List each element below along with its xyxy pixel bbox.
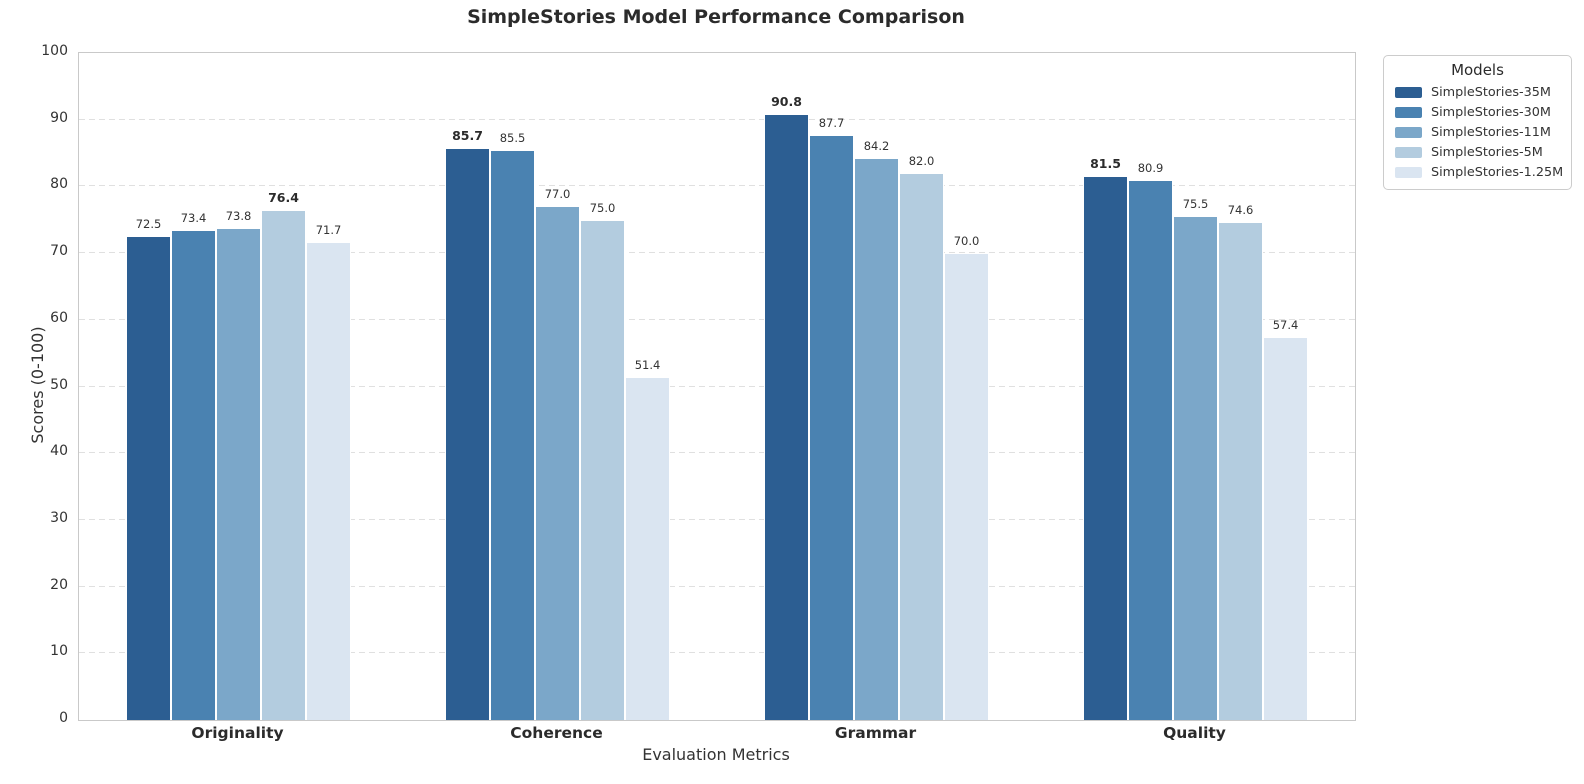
bar (261, 210, 306, 720)
bar-value-label: 75.0 (589, 200, 616, 215)
legend-item: SimpleStories-30M (1384, 102, 1571, 122)
bar-value-label: 87.7 (818, 116, 845, 131)
legend-item: SimpleStories-5M (1384, 142, 1571, 162)
bar (171, 230, 216, 720)
bar-value-label: 72.5 (135, 217, 162, 232)
y-tick-label: 20 (50, 576, 68, 593)
bar (899, 173, 944, 720)
gridline (79, 318, 1355, 320)
x-category-label: Grammar (834, 724, 917, 742)
y-tick-label: 100 (41, 43, 68, 59)
bar (126, 236, 171, 720)
bar (490, 149, 535, 720)
gridline (79, 252, 1355, 254)
bar (1263, 337, 1308, 720)
plot-area: 72.5 73.4 73.8 76.4 71.7 85.7 85.5 77.0 75.0 51.4… (78, 52, 1356, 721)
bar (535, 206, 580, 720)
bar (944, 253, 989, 720)
y-tick-label: 10 (50, 643, 68, 660)
bar-value-label: 82.0 (908, 154, 935, 169)
bar-value-label: 74.6 (1227, 203, 1254, 218)
legend-swatch-icon (1395, 126, 1422, 138)
bar (809, 135, 854, 720)
chart-title: SimpleStories Model Performance Comparis… (467, 6, 965, 28)
bar (306, 241, 351, 720)
bar-value-label: 76.4 (268, 190, 299, 206)
legend-item-label: SimpleStories-1.25M (1431, 164, 1564, 180)
bar (764, 114, 809, 720)
legend-item-label: SimpleStories-30M (1431, 104, 1551, 120)
legend: Models SimpleStories-35M SimpleStories-30… (1383, 55, 1572, 190)
bar (445, 148, 490, 720)
bar-value-label: 73.4 (180, 211, 207, 226)
legend-title: Models (1451, 61, 1504, 79)
bar (854, 158, 899, 720)
bar (1083, 176, 1128, 720)
bar-value-label: 73.8 (225, 208, 252, 223)
bar (1128, 180, 1173, 720)
legend-item: SimpleStories-1.25M (1384, 162, 1571, 182)
bar (580, 219, 625, 720)
y-tick-label: 50 (50, 376, 68, 393)
y-tick-label: 60 (50, 309, 68, 326)
x-category-label: Coherence (510, 724, 603, 742)
y-tick-label: 80 (50, 176, 68, 193)
bar-value-label: 81.5 (1090, 156, 1121, 172)
legend-item-label: SimpleStories-35M (1431, 84, 1551, 100)
x-axis-label: Evaluation Metrics (642, 745, 790, 764)
legend-swatch-icon (1395, 106, 1422, 118)
bar-value-label: 85.7 (452, 128, 483, 144)
bar-value-label: 85.5 (499, 130, 526, 145)
x-category-label: Quality (1163, 724, 1226, 742)
bar-value-label: 70.0 (953, 234, 980, 249)
bar-value-label: 57.4 (1272, 318, 1299, 333)
y-tick-label: 40 (50, 443, 68, 460)
bar-value-label: 71.7 (315, 222, 342, 237)
legend-swatch-icon (1395, 166, 1422, 178)
bar (1173, 216, 1218, 720)
gridline (79, 385, 1355, 387)
bar-value-label: 75.5 (1182, 197, 1209, 212)
gridline (79, 118, 1355, 120)
gridline (79, 652, 1355, 654)
legend-item: SimpleStories-11M (1384, 122, 1571, 142)
legend-swatch-icon (1395, 146, 1422, 158)
y-tick-label: 30 (50, 509, 68, 526)
bar (216, 227, 261, 720)
gridline (79, 518, 1355, 520)
bar-value-label: 84.2 (863, 139, 890, 154)
y-tick-label: 70 (50, 243, 68, 260)
bar (1218, 222, 1263, 720)
gridline (79, 452, 1355, 454)
gridline (79, 185, 1355, 187)
legend-swatch-icon (1395, 86, 1422, 98)
bar-value-label: 80.9 (1137, 161, 1164, 176)
bar-value-label: 77.0 (544, 187, 571, 202)
legend-item-label: SimpleStories-5M (1431, 144, 1543, 160)
x-category-label: Originality (191, 724, 284, 742)
legend-item-label: SimpleStories-11M (1431, 124, 1551, 140)
legend-items: SimpleStories-35M SimpleStories-30M Simple… (1384, 82, 1571, 182)
bar (625, 377, 670, 720)
y-tick-label: 0 (59, 710, 68, 726)
bar-value-label: 90.8 (771, 94, 802, 110)
bar-value-label: 51.4 (634, 358, 661, 373)
legend-item: SimpleStories-35M (1384, 82, 1571, 102)
gridline (79, 585, 1355, 587)
y-tick-label: 90 (50, 109, 68, 126)
